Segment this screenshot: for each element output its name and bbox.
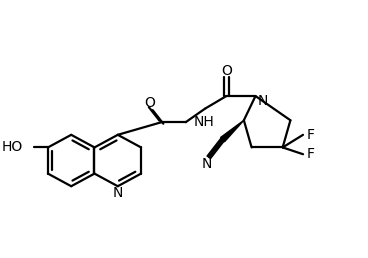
Polygon shape: [220, 120, 244, 142]
Text: NH: NH: [194, 115, 214, 129]
Text: HO: HO: [1, 140, 23, 155]
Text: N: N: [113, 186, 123, 200]
Text: O: O: [221, 64, 232, 78]
Text: N: N: [258, 94, 268, 108]
Text: F: F: [307, 128, 315, 142]
Text: F: F: [307, 147, 315, 161]
Text: N: N: [202, 157, 212, 171]
Text: O: O: [144, 96, 155, 110]
